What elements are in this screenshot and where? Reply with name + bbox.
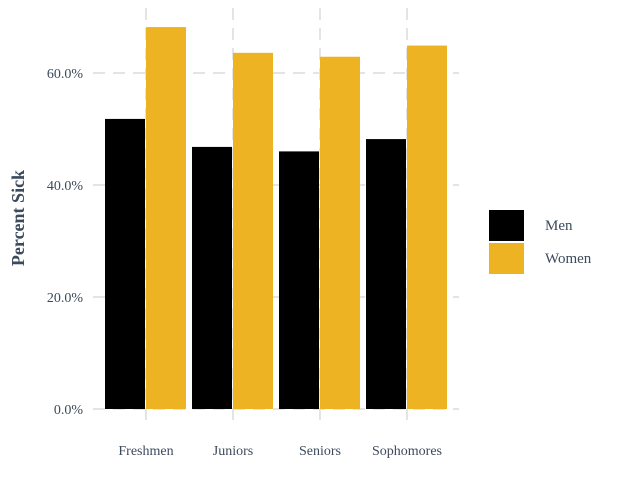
x-tick-label: Sophomores xyxy=(372,444,442,459)
bar-men-sophomores xyxy=(366,139,406,409)
bar-women-juniors xyxy=(233,52,273,410)
x-axis: Freshmen Juniors Seniors Sophomores xyxy=(118,444,442,459)
x-tick-label: Seniors xyxy=(299,444,341,459)
y-tick-label: 20.0% xyxy=(47,291,84,306)
x-tick-label: Freshmen xyxy=(118,444,173,459)
y-tick-label: 40.0% xyxy=(47,179,84,194)
bar-men-seniors xyxy=(279,151,319,409)
legend-label: Men xyxy=(545,218,573,234)
legend-label: Women xyxy=(545,251,592,267)
y-tick-label: 60.0% xyxy=(47,67,84,82)
bars xyxy=(105,27,447,410)
bar-women-sophomores xyxy=(407,45,447,410)
bar-men-juniors xyxy=(192,146,232,410)
y-axis: 0.0% 20.0% 40.0% 60.0% xyxy=(47,67,84,418)
legend-swatch-women xyxy=(489,243,524,274)
bar-men-freshmen xyxy=(105,118,145,410)
y-tick-label: 0.0% xyxy=(54,403,84,418)
legend-swatch-men xyxy=(489,210,524,241)
legend: Men Women xyxy=(489,210,592,274)
bar-women-seniors xyxy=(320,56,360,409)
x-tick-label: Juniors xyxy=(213,444,253,459)
bar-women-freshmen xyxy=(146,27,186,410)
y-axis-label: Percent Sick xyxy=(8,170,28,266)
